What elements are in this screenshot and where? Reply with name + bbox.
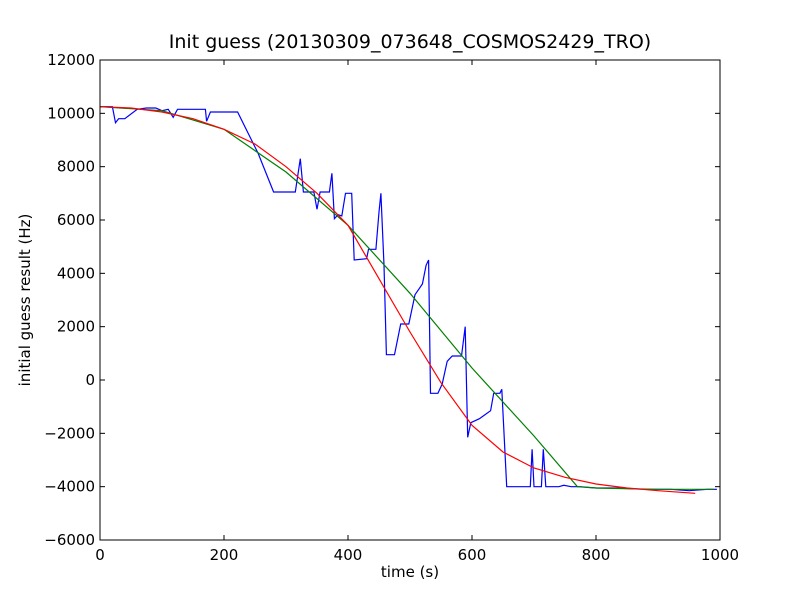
axes-frame <box>99 59 721 541</box>
x-tick-label: 800 <box>582 546 611 564</box>
y-tick-label: 10000 <box>47 104 95 122</box>
y-tick-label: 8000 <box>57 158 95 176</box>
y-tick-label: 12000 <box>47 51 95 69</box>
y-tick-label: −2000 <box>44 424 95 442</box>
y-axis-label: initial guess result (Hz) <box>16 214 34 387</box>
y-tick-label: −4000 <box>44 478 95 496</box>
y-tick-label: 0 <box>85 371 95 389</box>
y-tick-label: 4000 <box>57 264 95 282</box>
y-tick-label: 2000 <box>57 318 95 336</box>
x-tick-label: 400 <box>334 546 363 564</box>
series-line-3 <box>99 106 696 494</box>
chart-title: Init guess (20130309_073648_COSMOS2429_T… <box>169 31 651 53</box>
x-tick-label: 1000 <box>701 546 739 564</box>
plot-background <box>100 60 720 540</box>
plot-area <box>100 60 720 540</box>
x-tick-label: 200 <box>210 546 239 564</box>
series-line-1 <box>100 106 717 492</box>
x-axis-label: time (s) <box>381 563 439 581</box>
y-tick-label: 6000 <box>57 211 95 229</box>
axes-layer: 0 200 400 600 800 1000 −6000 −4000 −2000 0 2000 400… <box>44 51 739 564</box>
x-tick-label: 0 <box>95 546 105 564</box>
series-layer <box>99 106 717 494</box>
y-tick-label: −6000 <box>44 531 95 549</box>
x-tick-label: 600 <box>458 546 487 564</box>
